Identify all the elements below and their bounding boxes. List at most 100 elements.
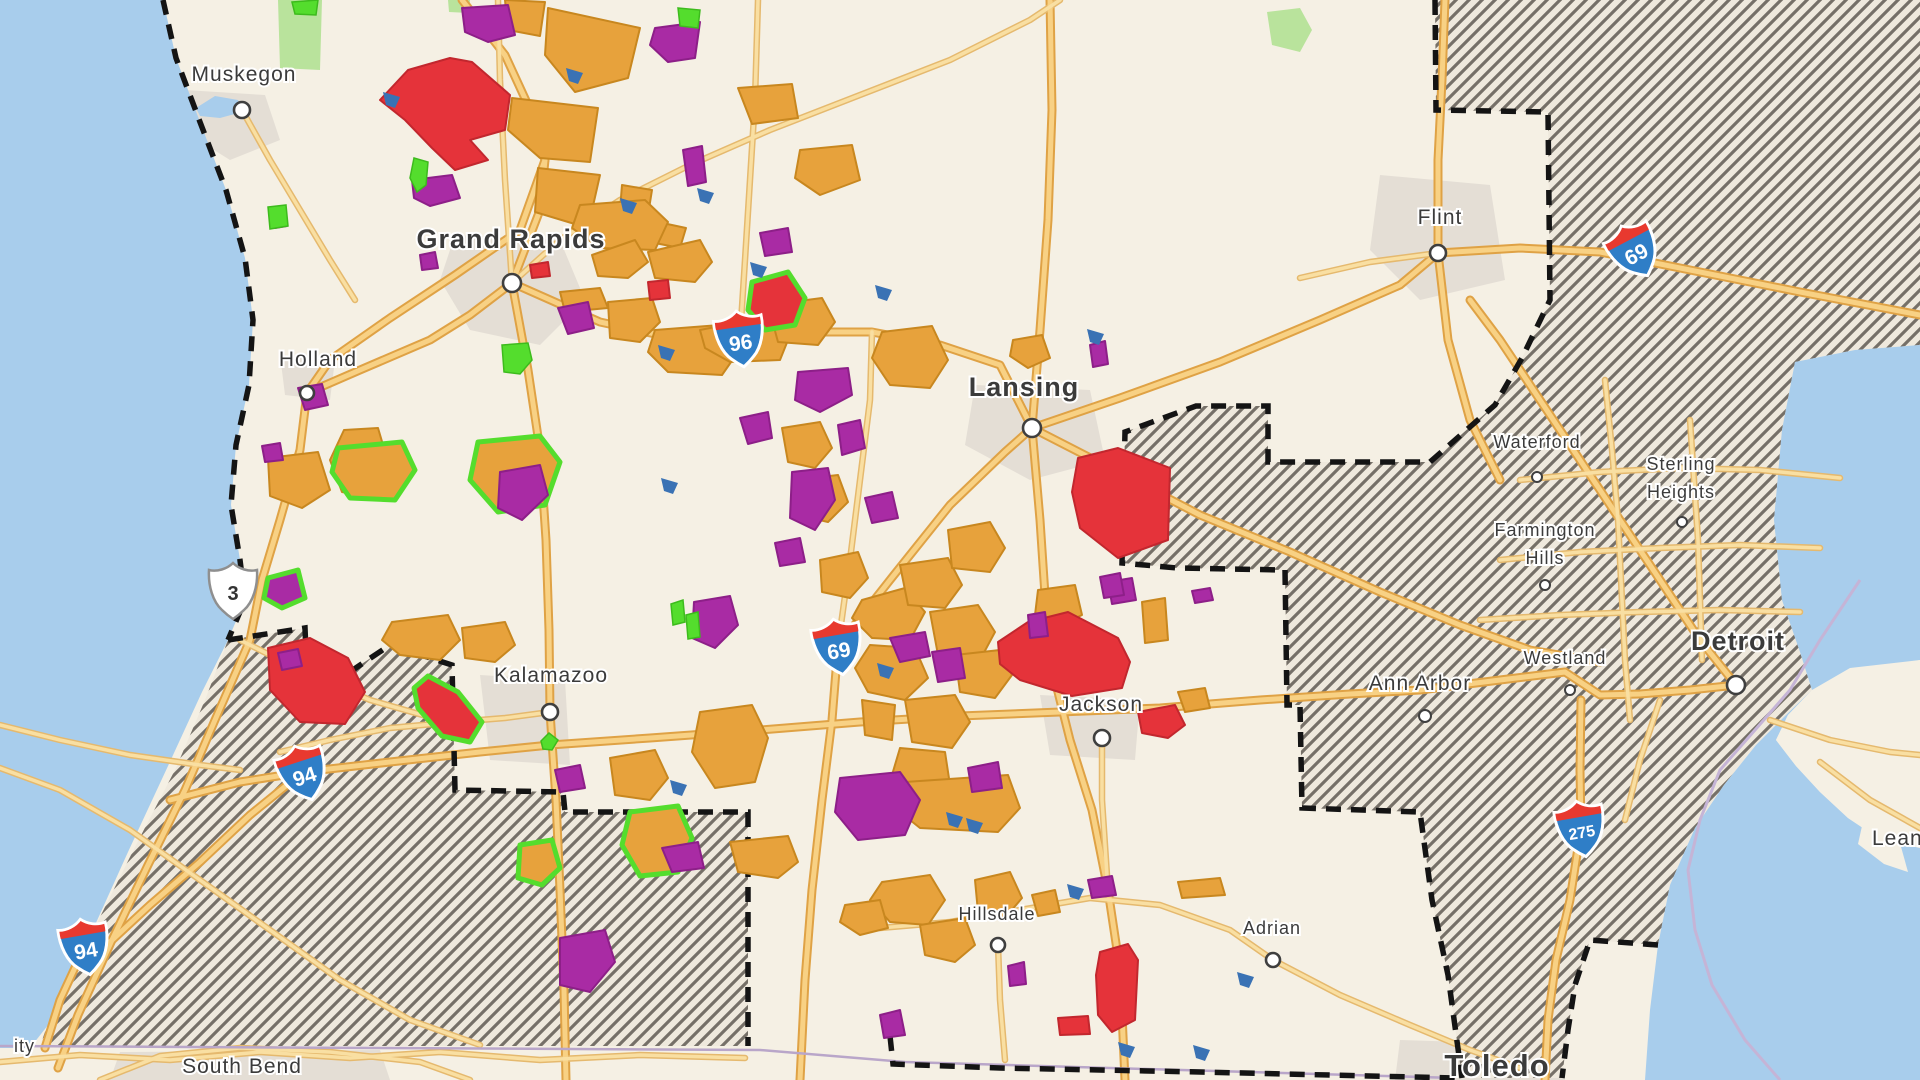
outage-area-purple[interactable] <box>967 761 1003 793</box>
outage-area-orange[interactable] <box>781 421 833 469</box>
outage-marker-blue[interactable] <box>620 198 637 214</box>
restored-area-green[interactable] <box>677 7 701 29</box>
outage-marker-blue[interactable] <box>1118 1042 1135 1058</box>
outage-area-red[interactable] <box>647 279 671 301</box>
outage-area-purple[interactable] <box>661 841 705 873</box>
outage-area-orange[interactable] <box>974 871 1023 919</box>
outage-area-purple[interactable] <box>1191 587 1214 604</box>
outage-area-orange[interactable] <box>461 621 516 663</box>
outage-area-purple-restoring[interactable] <box>261 567 308 611</box>
restored-area-green[interactable] <box>409 157 429 194</box>
outage-area-orange[interactable] <box>954 649 1013 699</box>
outage-marker-blue[interactable] <box>661 478 678 494</box>
outage-area-purple[interactable] <box>931 647 966 683</box>
outage-area-orange[interactable] <box>729 835 799 879</box>
outage-area-red-restoring[interactable] <box>411 673 485 745</box>
outage-marker-blue[interactable] <box>1237 972 1254 988</box>
outage-area-purple[interactable] <box>739 411 773 445</box>
outage-area-purple[interactable] <box>834 771 921 841</box>
outage-area-purple[interactable] <box>419 251 439 271</box>
outage-area-orange[interactable] <box>839 899 889 936</box>
outage-area-orange[interactable] <box>871 325 949 389</box>
outage-area-orange[interactable] <box>929 604 996 661</box>
outage-area-purple[interactable] <box>759 227 793 257</box>
outage-area-orange-restoring[interactable] <box>329 439 418 503</box>
outage-marker-blue[interactable] <box>1087 329 1104 345</box>
restored-area-green[interactable] <box>685 611 701 640</box>
outage-area-purple[interactable] <box>1099 572 1125 599</box>
outage-area-orange[interactable] <box>381 614 461 661</box>
outage-area-purple[interactable] <box>261 442 284 463</box>
outage-area-purple[interactable] <box>1027 611 1049 639</box>
outage-marker-blue[interactable] <box>1067 884 1084 900</box>
outage-marker-blue[interactable] <box>383 92 400 108</box>
outage-area-orange[interactable] <box>919 917 976 963</box>
outage-area-orange[interactable] <box>591 239 649 279</box>
restored-area-green[interactable] <box>670 598 686 626</box>
outage-area-red[interactable] <box>379 57 511 171</box>
restored-area-green[interactable] <box>540 732 559 751</box>
outage-area-purple[interactable] <box>461 4 516 43</box>
outage-area-orange[interactable] <box>819 551 869 599</box>
outage-marker-blue[interactable] <box>750 262 767 278</box>
outage-area-orange[interactable] <box>1177 687 1211 713</box>
outage-area-orange[interactable] <box>1031 889 1061 917</box>
outage-area-purple[interactable] <box>1087 875 1117 899</box>
outage-marker-blue[interactable] <box>946 812 963 828</box>
outage-area-purple[interactable] <box>554 764 586 793</box>
outage-area-orange[interactable] <box>947 521 1006 573</box>
restored-area-green[interactable] <box>501 342 533 375</box>
outage-area-purple[interactable] <box>794 367 853 413</box>
outage-area-orange[interactable] <box>607 297 661 343</box>
outage-marker-blue[interactable] <box>875 285 892 301</box>
outage-area-red[interactable] <box>529 261 551 279</box>
outage-area-orange[interactable] <box>647 239 713 283</box>
outage-area-purple[interactable] <box>864 491 899 524</box>
outage-area-orange[interactable] <box>691 704 769 789</box>
city-dot-detroit <box>1725 674 1747 696</box>
outage-area-orange[interactable] <box>861 699 896 741</box>
park-area <box>278 0 322 70</box>
outage-area-purple[interactable] <box>879 1009 906 1039</box>
outage-area-orange[interactable] <box>507 97 599 163</box>
outage-area-purple[interactable] <box>889 631 931 663</box>
outage-marker-blue[interactable] <box>697 188 714 204</box>
city-dot-waterford <box>1531 471 1543 483</box>
outage-area-red[interactable] <box>1057 1015 1091 1036</box>
outage-area-purple[interactable] <box>557 301 595 335</box>
outage-area-purple[interactable] <box>837 419 866 456</box>
outage-area-red[interactable] <box>1071 447 1171 559</box>
outage-area-orange[interactable] <box>899 557 963 609</box>
outage-marker-blue[interactable] <box>966 818 983 834</box>
outage-marker-blue[interactable] <box>877 663 894 679</box>
outage-area-purple[interactable] <box>497 464 549 521</box>
restored-area-green[interactable] <box>267 204 289 230</box>
restored-area-green[interactable] <box>291 0 319 16</box>
outage-area-purple[interactable] <box>682 145 707 187</box>
outage-marker-blue[interactable] <box>566 68 583 84</box>
outage-area-purple[interactable] <box>774 537 806 567</box>
outage-marker-blue[interactable] <box>1193 1045 1210 1061</box>
outage-area-purple[interactable] <box>789 467 836 531</box>
outage-area-orange-restoring[interactable] <box>515 837 563 888</box>
canada-land <box>1776 660 1920 848</box>
outage-area-red[interactable] <box>1095 943 1139 1033</box>
outage-area-orange[interactable] <box>1177 877 1226 899</box>
outage-area-orange[interactable] <box>794 144 861 196</box>
outage-area-orange[interactable] <box>1009 334 1051 369</box>
interstate-shield-69: 69 <box>1600 214 1657 278</box>
city-dot-farmington-hills <box>1539 579 1551 591</box>
outage-marker-blue[interactable] <box>658 345 675 361</box>
outage-area-orange[interactable] <box>609 749 669 801</box>
outage-marker-blue[interactable] <box>670 780 687 796</box>
outage-area-orange[interactable] <box>267 451 331 509</box>
outage-area-orange[interactable] <box>904 694 971 749</box>
outage-area-orange[interactable] <box>1141 597 1169 644</box>
outage-area-orange[interactable] <box>737 83 799 125</box>
outage-area-purple[interactable] <box>1007 961 1027 987</box>
outage-area-red[interactable] <box>1137 704 1186 739</box>
outage-area-purple[interactable] <box>559 929 616 993</box>
outage-area-purple[interactable] <box>277 648 303 671</box>
